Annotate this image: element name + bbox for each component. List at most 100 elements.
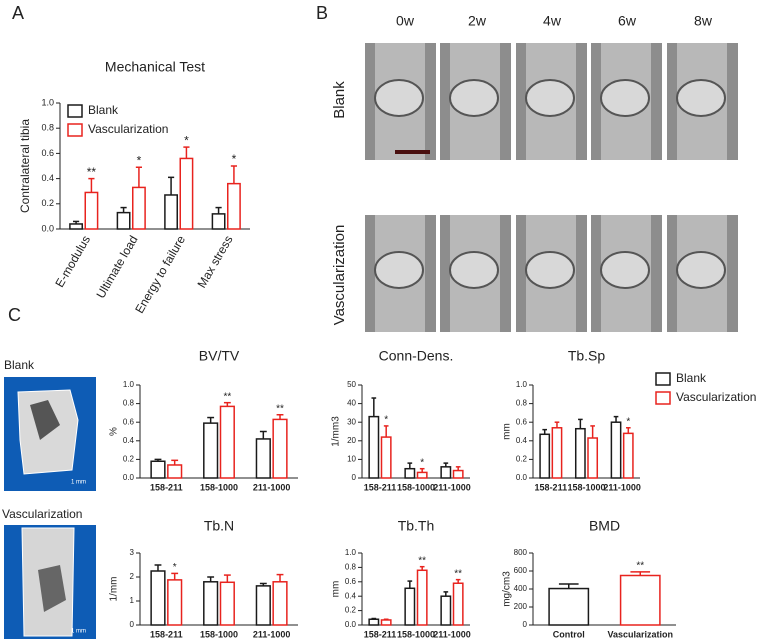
chart-title: Mechanical Test xyxy=(105,59,205,75)
legend-swatch xyxy=(67,104,83,118)
significance: * xyxy=(626,416,630,427)
significance: ** xyxy=(87,165,97,179)
row-label: Vascularization xyxy=(331,225,348,326)
x-tick-label: Vascularization xyxy=(607,629,673,639)
bar xyxy=(272,418,288,479)
y-tick-label: 800 xyxy=(514,548,528,557)
bar xyxy=(452,469,464,479)
scale-bar xyxy=(395,150,430,154)
chart-title: BMD xyxy=(589,518,620,534)
bar xyxy=(219,405,235,479)
column-label: 4w xyxy=(543,13,562,29)
x-tick-label: 158-1000 xyxy=(567,482,605,492)
y-tick-label: 2 xyxy=(130,572,135,581)
y-tick-label: 0.2 xyxy=(123,455,135,464)
panel-label: B xyxy=(316,3,328,23)
legend-swatch xyxy=(655,391,671,405)
y-tick-label: 0 xyxy=(130,620,135,629)
scale-bar-label: 1 mm xyxy=(71,480,86,486)
y-tick-label: 30 xyxy=(347,417,356,426)
y-tick-label: 0.2 xyxy=(516,455,528,464)
y-tick-label: 1.0 xyxy=(123,380,135,389)
y-tick-label: 200 xyxy=(514,602,528,611)
bar xyxy=(255,438,271,479)
column-label: 6w xyxy=(618,13,637,29)
y-axis-label: mm xyxy=(331,581,342,598)
xray-defect xyxy=(374,79,424,117)
significance: * xyxy=(420,457,424,468)
x-tick-label: Ultimate load xyxy=(93,233,140,301)
y-tick-label: 1.0 xyxy=(345,548,357,557)
xray-defect xyxy=(449,79,499,117)
x-tick-label: Max stress xyxy=(194,233,235,290)
bar xyxy=(150,570,166,626)
microct-bone xyxy=(30,400,60,440)
bar xyxy=(219,581,235,626)
y-tick-label: 400 xyxy=(514,584,528,593)
bar xyxy=(211,213,226,230)
y-tick-label: 40 xyxy=(347,399,356,408)
xray-defect xyxy=(374,251,424,289)
column-label: 2w xyxy=(468,13,487,29)
x-tick-label: 211-1000 xyxy=(253,629,291,639)
x-tick-label: E-modulus xyxy=(52,233,93,290)
legend-swatch xyxy=(655,372,671,386)
bar xyxy=(272,581,288,626)
panel-label: C xyxy=(8,305,21,325)
y-tick-label: 0.0 xyxy=(345,620,357,629)
y-tick-label: 0.6 xyxy=(123,417,135,426)
bar xyxy=(368,618,380,626)
x-tick-label: 211-1000 xyxy=(433,629,471,639)
y-tick-label: 0.2 xyxy=(345,606,357,615)
y-tick-label: 0.4 xyxy=(123,436,135,445)
legend-label: Vascularization xyxy=(88,122,168,136)
scale-bar-label: 1 mm xyxy=(71,629,86,635)
x-tick-label: 158-1000 xyxy=(397,482,435,492)
y-tick-label: 0.0 xyxy=(123,473,135,482)
significance: ** xyxy=(636,561,644,572)
bar xyxy=(380,619,392,626)
y-tick-label: 0.8 xyxy=(41,123,54,133)
x-tick-label: 158-211 xyxy=(150,629,183,639)
y-tick-label: 0.6 xyxy=(345,577,357,586)
legend-label: Vascularization xyxy=(676,390,756,404)
bar xyxy=(587,437,599,479)
y-tick-label: 0.0 xyxy=(41,223,54,233)
y-tick-label: 0.8 xyxy=(345,563,357,572)
y-tick-label: 0.6 xyxy=(41,148,54,158)
significance: ** xyxy=(276,403,284,414)
xray-defect xyxy=(449,251,499,289)
bar xyxy=(179,157,194,230)
bar xyxy=(69,223,84,230)
bar xyxy=(551,427,563,479)
x-tick-label: 211-1000 xyxy=(253,482,291,492)
y-tick-label: 20 xyxy=(347,436,356,445)
bar xyxy=(203,422,219,479)
y-axis-label: 1/mm3 xyxy=(331,416,342,447)
y-tick-label: 0.4 xyxy=(516,436,528,445)
column-label: 0w xyxy=(396,13,415,29)
bar xyxy=(203,581,219,626)
y-tick-label: 0 xyxy=(523,620,528,629)
y-tick-label: 50 xyxy=(347,380,356,389)
y-tick-label: 0.8 xyxy=(123,399,135,408)
y-tick-label: 0.0 xyxy=(516,473,528,482)
significance: * xyxy=(232,152,237,166)
x-tick-label: 158-211 xyxy=(150,482,183,492)
y-tick-label: 1 xyxy=(130,596,135,605)
y-axis-label: mm xyxy=(502,423,513,440)
x-tick-label: 211-1000 xyxy=(603,482,641,492)
x-tick-label: 158-1000 xyxy=(200,629,238,639)
x-tick-label: 158-1000 xyxy=(200,482,238,492)
bar xyxy=(440,595,452,626)
bar xyxy=(404,467,416,479)
bar xyxy=(610,421,622,479)
significance: * xyxy=(184,133,189,147)
y-axis-label: Contralateral tibia xyxy=(18,119,32,213)
bar xyxy=(167,579,183,626)
y-axis-label: % xyxy=(109,427,120,436)
significance: ** xyxy=(454,568,462,579)
x-tick-label: 211-1000 xyxy=(433,482,471,492)
y-tick-label: 1.0 xyxy=(516,380,528,389)
